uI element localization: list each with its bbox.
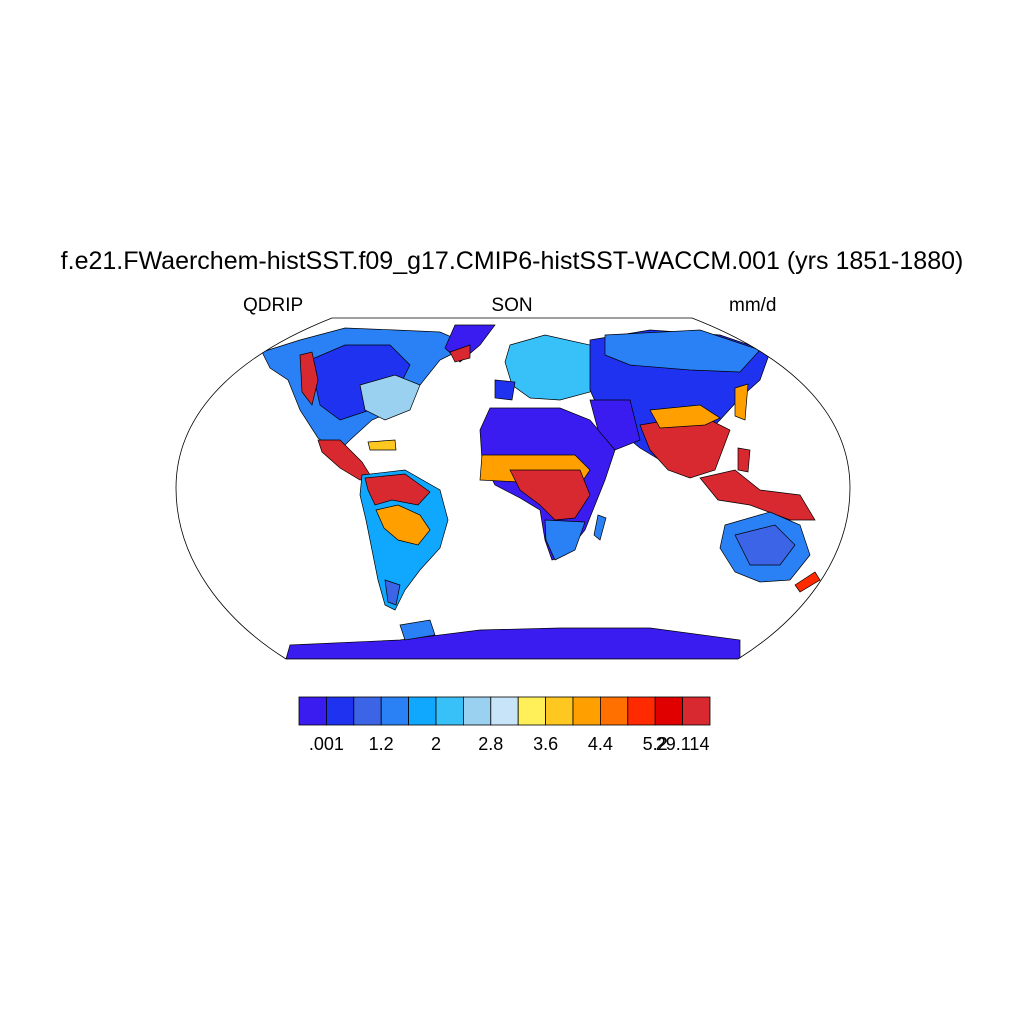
australia-interior [734,524,796,566]
globe-outline [175,317,851,660]
iberia [494,379,516,401]
legend-tick-label: 29.114 [656,734,710,754]
madagascar [593,514,607,541]
southern-africa [544,519,586,561]
amazon-wet [364,473,431,506]
variable-label: QDRIP [243,295,304,316]
season-label: SON [491,295,533,316]
legend-swatch [435,696,464,726]
legend-tick-label: 2.8 [478,734,503,754]
legend-swatch [462,696,492,726]
indonesia [699,469,816,521]
europe [504,334,606,401]
legend-tick-label: 3.6 [533,734,558,754]
map-title: f.e21.FWaerchem-histSST.f09_g17.CMIP6-hi… [60,247,964,275]
legend-swatch [298,696,327,726]
south-america-band [375,504,431,546]
legend-tick-label: 2 [431,734,441,754]
japan [734,383,749,421]
legend-swatch [353,696,382,726]
legend-swatch [517,696,547,726]
legend-tick-label: 1.2 [369,734,394,754]
legend-swatch [654,696,684,726]
siberia [604,329,761,373]
philippines [737,447,751,473]
legend-swatch [682,696,711,726]
middle-east [589,399,641,451]
legend-tick-label: 5.2 [643,734,668,754]
legend-swatch [380,696,410,726]
legend-tick-label: .001 [309,734,344,754]
equatorial-africa [509,469,591,521]
legend-swatch [490,696,519,726]
legend-swatch [325,696,355,726]
north-america-east [359,374,421,421]
southern-cone [384,579,401,606]
units-label: mm/d [729,295,777,316]
legend-swatch [408,696,437,726]
legend-swatch [627,696,656,726]
antarctic-peninsula [399,619,436,641]
legend-swatch [545,696,574,726]
himalaya-band [649,404,721,429]
new-zealand [794,571,821,593]
greenland-coast [449,344,471,363]
caribbean [367,439,397,451]
legend-swatch [572,696,601,726]
legend-tick-label: 4.4 [588,734,613,754]
west-coast-wet [299,351,319,406]
legend-swatch [600,696,629,726]
